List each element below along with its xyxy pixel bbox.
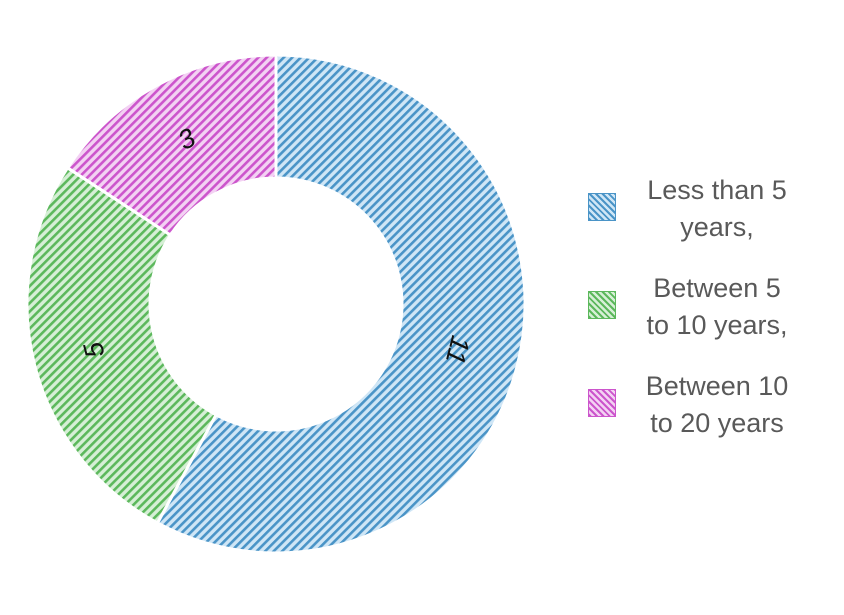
legend-label-line: Less than 5 [647, 175, 787, 205]
slice-between-10-to-20-years [65, 53, 278, 238]
legend-label-line: to 10 years, [646, 310, 788, 340]
legend-item-between-5-to-10-years: Between 5 to 10 years, [588, 268, 838, 366]
legend: Less than 5 years, Between 5 to 10 years… [588, 170, 838, 464]
legend-swatch-between-5-to-10-years [588, 291, 616, 319]
legend-label-line: Between 5 [653, 273, 781, 303]
legend-label-line: years, [680, 212, 754, 242]
legend-swatch-less-than-5-years [588, 193, 616, 221]
legend-label-between-10-to-20-years: Between 10 to 20 years [632, 368, 802, 442]
legend-label-line: to 20 years [650, 408, 784, 438]
legend-item-between-10-to-20-years: Between 10 to 20 years [588, 366, 838, 464]
legend-item-less-than-5-years: Less than 5 years, [588, 170, 838, 268]
slice-less-than-5-years [155, 53, 527, 555]
slices-layer [25, 53, 527, 555]
legend-swatch-between-10-to-20-years [588, 389, 616, 417]
slice-between-5-to-10-years [25, 165, 219, 526]
legend-label-line: Between 10 [645, 371, 789, 401]
legend-label-less-than-5-years: Less than 5 years, [632, 172, 802, 246]
legend-label-between-5-to-10-years: Between 5 to 10 years, [632, 270, 802, 344]
